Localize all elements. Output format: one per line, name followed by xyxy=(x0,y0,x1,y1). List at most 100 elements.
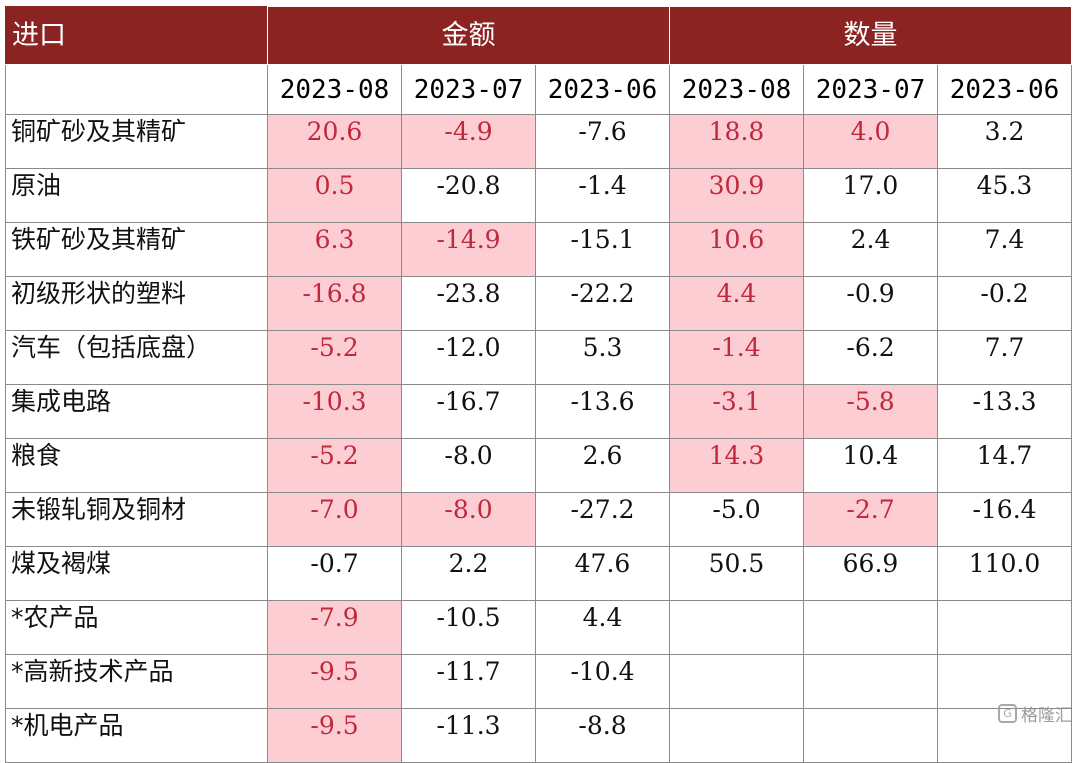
value-cell: 20.6 xyxy=(267,114,402,169)
value-cell: 4.0 xyxy=(803,114,938,169)
value-cell: 6.3 xyxy=(267,222,402,277)
value-cell: -9.5 xyxy=(267,708,402,763)
row-label: 初级形状的塑料 xyxy=(5,276,268,331)
row-label: *机电产品 xyxy=(5,708,268,763)
value-cell: -8.8 xyxy=(535,708,670,763)
value-cell: -2.7 xyxy=(803,492,938,547)
value-cell: -15.1 xyxy=(535,222,670,277)
row-label: 原油 xyxy=(5,168,268,223)
row-label: *农产品 xyxy=(5,600,268,655)
value-cell: -5.2 xyxy=(267,438,402,493)
table-row: *高新技术产品 -9.5 -11.7 -10.4 xyxy=(5,654,1072,709)
value-cell: 50.5 xyxy=(669,546,804,601)
value-cell: -11.3 xyxy=(401,708,536,763)
value-cell: -11.7 xyxy=(401,654,536,709)
table-row: 集成电路 -10.3 -16.7 -13.6 -3.1 -5.8 -13.3 xyxy=(5,384,1072,439)
table-row: 初级形状的塑料 -16.8 -23.8 -22.2 4.4 -0.9 -0.2 xyxy=(5,276,1072,331)
value-cell: -16.4 xyxy=(937,492,1072,547)
row-label: 煤及褐煤 xyxy=(5,546,268,601)
value-cell: 45.3 xyxy=(937,168,1072,223)
table-row: 铁矿砂及其精矿 6.3 -14.9 -15.1 10.6 2.4 7.4 xyxy=(5,222,1072,277)
table-row: 煤及褐煤 -0.7 2.2 47.6 50.5 66.9 110.0 xyxy=(5,546,1072,601)
value-cell xyxy=(669,708,804,763)
value-cell xyxy=(803,600,938,655)
value-cell: -13.6 xyxy=(535,384,670,439)
period-header: 2023-06 xyxy=(535,64,670,115)
period-header-row: 2023-08 2023-07 2023-06 2023-08 2023-07 2023-… xyxy=(5,64,1072,115)
value-cell: 17.0 xyxy=(803,168,938,223)
value-cell xyxy=(937,654,1072,709)
value-cell: -8.0 xyxy=(401,438,536,493)
row-label: *高新技术产品 xyxy=(5,654,268,709)
table-row: 粮食 -5.2 -8.0 2.6 14.3 10.4 14.7 xyxy=(5,438,1072,493)
value-cell: 10.6 xyxy=(669,222,804,277)
value-cell: -7.9 xyxy=(267,600,402,655)
group-header: 金额 xyxy=(267,6,670,65)
period-header: 2023-07 xyxy=(401,64,536,115)
table-row: 原油 0.5 -20.8 -1.4 30.9 17.0 45.3 xyxy=(5,168,1072,223)
value-cell: 110.0 xyxy=(937,546,1072,601)
value-cell: 3.2 xyxy=(937,114,1072,169)
table-row: *机电产品 -9.5 -11.3 -8.8 xyxy=(5,708,1072,763)
value-cell: 14.3 xyxy=(669,438,804,493)
value-cell: 30.9 xyxy=(669,168,804,223)
value-cell: -16.8 xyxy=(267,276,402,331)
row-label: 粮食 xyxy=(5,438,268,493)
group-header: 数量 xyxy=(669,6,1072,65)
value-cell: 2.6 xyxy=(535,438,670,493)
table-row: 未锻轧铜及铜材 -7.0 -8.0 -27.2 -5.0 -2.7 -16.4 xyxy=(5,492,1072,547)
value-cell: -22.2 xyxy=(535,276,670,331)
table-row: 汽车（包括底盘） -5.2 -12.0 5.3 -1.4 -6.2 7.7 xyxy=(5,330,1072,385)
period-header: 2023-06 xyxy=(937,64,1072,115)
value-cell: -9.5 xyxy=(267,654,402,709)
value-cell xyxy=(803,654,938,709)
value-cell: -0.7 xyxy=(267,546,402,601)
period-header: 2023-08 xyxy=(669,64,804,115)
value-cell: -0.2 xyxy=(937,276,1072,331)
value-cell: -13.3 xyxy=(937,384,1072,439)
watermark: G 格隆汇 xyxy=(998,701,1072,726)
value-cell: -6.2 xyxy=(803,330,938,385)
value-cell: -5.2 xyxy=(267,330,402,385)
period-header: 2023-08 xyxy=(267,64,402,115)
value-cell: 10.4 xyxy=(803,438,938,493)
table-row: *农产品 -7.9 -10.5 4.4 xyxy=(5,600,1072,655)
blank-header-cell xyxy=(5,64,268,115)
value-cell: 2.2 xyxy=(401,546,536,601)
value-cell: 18.8 xyxy=(669,114,804,169)
value-cell: -5.8 xyxy=(803,384,938,439)
value-cell: 7.7 xyxy=(937,330,1072,385)
value-cell: -4.9 xyxy=(401,114,536,169)
value-cell: 47.6 xyxy=(535,546,670,601)
g-logo-icon: G xyxy=(998,704,1017,723)
value-cell: -23.8 xyxy=(401,276,536,331)
value-cell: -20.8 xyxy=(401,168,536,223)
value-cell: -10.4 xyxy=(535,654,670,709)
row-label: 集成电路 xyxy=(5,384,268,439)
value-cell: -0.9 xyxy=(803,276,938,331)
import-data-table: 进口 金额 数量 2023-08 2023-07 2023-06 2023-08 2023-0… xyxy=(5,6,1072,763)
value-cell xyxy=(803,708,938,763)
value-cell: -10.5 xyxy=(401,600,536,655)
value-cell: 14.7 xyxy=(937,438,1072,493)
value-cell: -7.6 xyxy=(535,114,670,169)
value-cell xyxy=(669,654,804,709)
row-label: 铁矿砂及其精矿 xyxy=(5,222,268,277)
value-cell: -12.0 xyxy=(401,330,536,385)
value-cell: 5.3 xyxy=(535,330,670,385)
value-cell: -8.0 xyxy=(401,492,536,547)
row-label: 铜矿砂及其精矿 xyxy=(5,114,268,169)
value-cell: 7.4 xyxy=(937,222,1072,277)
value-cell: 2.4 xyxy=(803,222,938,277)
value-cell: 4.4 xyxy=(535,600,670,655)
value-cell: -1.4 xyxy=(669,330,804,385)
value-cell: -27.2 xyxy=(535,492,670,547)
row-label: 汽车（包括底盘） xyxy=(5,330,268,385)
value-cell: -16.7 xyxy=(401,384,536,439)
value-cell xyxy=(937,600,1072,655)
corner-label: 进口 xyxy=(5,6,268,65)
value-cell: -5.0 xyxy=(669,492,804,547)
value-cell: -3.1 xyxy=(669,384,804,439)
period-header: 2023-07 xyxy=(803,64,938,115)
value-cell: 4.4 xyxy=(669,276,804,331)
